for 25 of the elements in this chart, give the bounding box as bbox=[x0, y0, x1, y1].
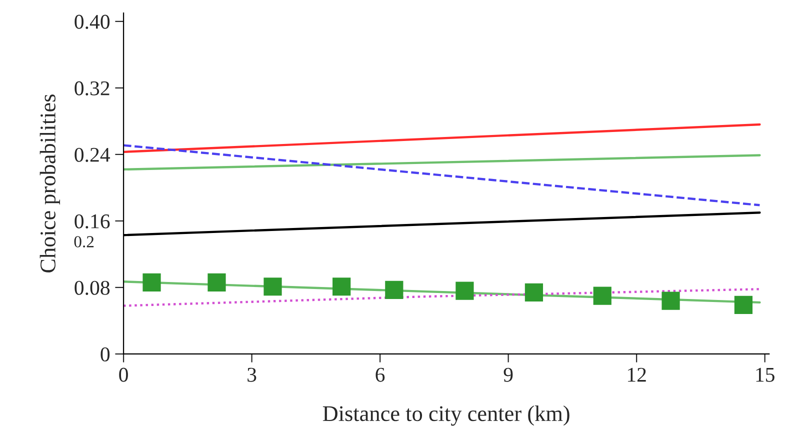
y-tick-label: 0.24 bbox=[74, 148, 110, 162]
point bbox=[264, 278, 282, 296]
y-tick-label: 0.40 bbox=[74, 14, 110, 29]
x-tick-label: 6 bbox=[376, 368, 385, 382]
x-tick-label: 9 bbox=[504, 368, 513, 382]
y-tick-label: 0 bbox=[100, 347, 110, 362]
point bbox=[524, 283, 544, 302]
y-tick-label: 0.08 bbox=[74, 280, 110, 295]
point bbox=[662, 292, 680, 310]
point bbox=[208, 273, 226, 292]
x-axis-title: Distance to city center (km) bbox=[322, 406, 570, 426]
x-tick-label: 3 bbox=[248, 368, 256, 382]
point bbox=[734, 296, 753, 314]
point bbox=[332, 278, 351, 296]
y-axis-title: Choice probabilities bbox=[40, 94, 60, 272]
x-tick-label: 15 bbox=[756, 368, 774, 382]
x-tick-label: 12 bbox=[628, 368, 646, 382]
y-tick-label: 0.32 bbox=[74, 81, 110, 96]
point bbox=[142, 273, 161, 292]
text: 0.2 bbox=[74, 236, 94, 248]
x-tick-label: 0 bbox=[119, 368, 128, 382]
y-tick-label: 0.16 bbox=[74, 214, 110, 228]
point bbox=[456, 282, 474, 300]
point bbox=[593, 286, 612, 305]
point bbox=[385, 280, 404, 300]
